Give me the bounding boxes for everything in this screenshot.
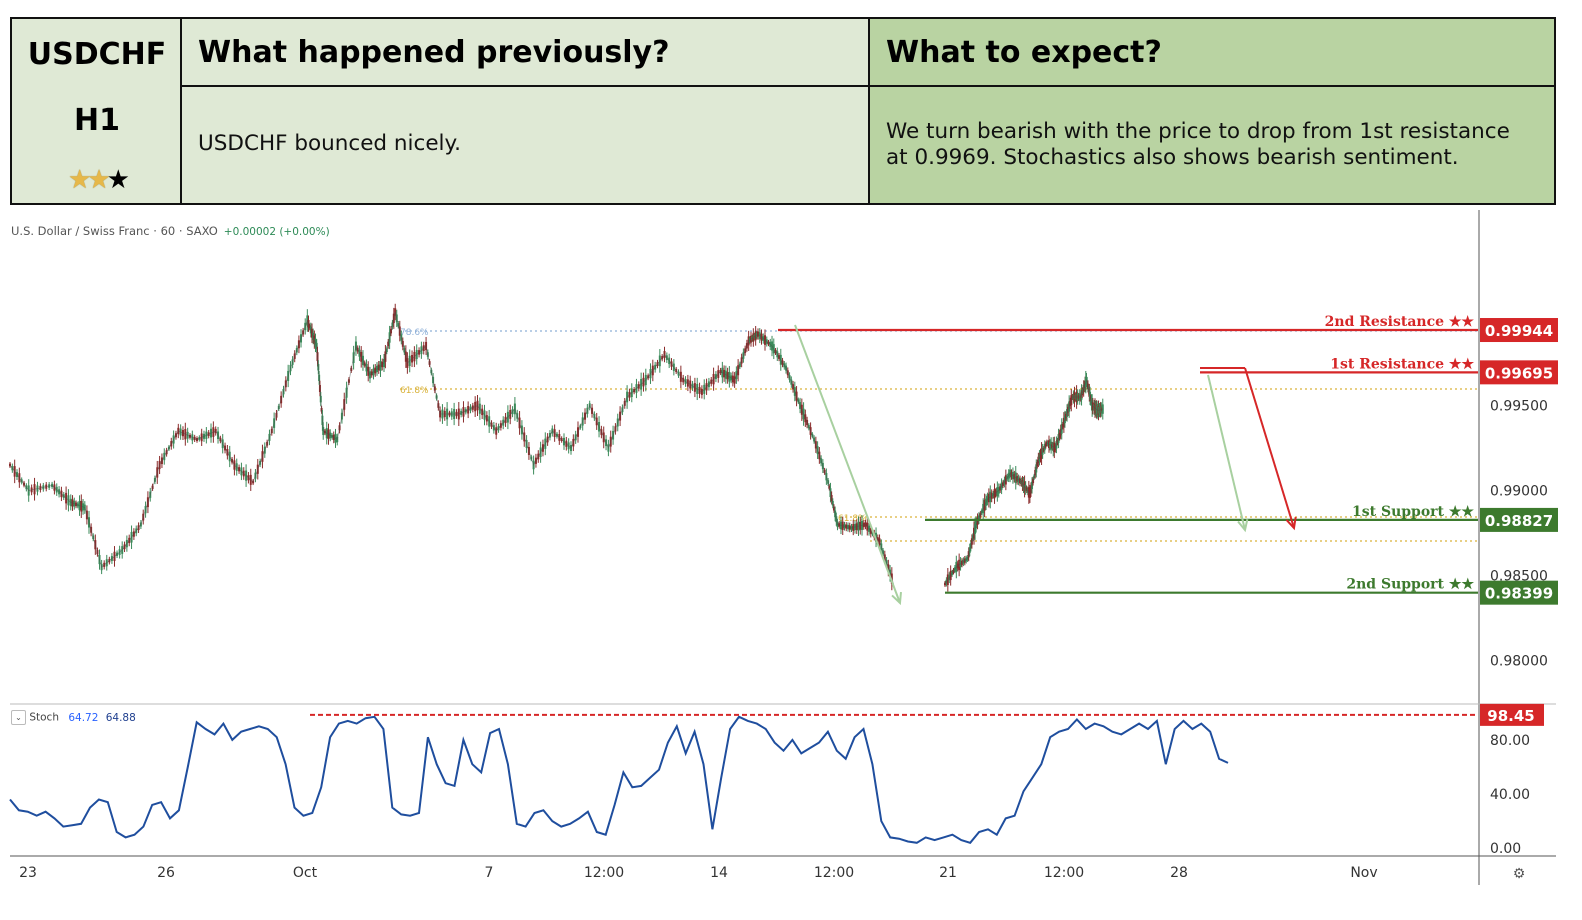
time-tick-label: Nov [1350, 865, 1377, 881]
previous-text: USDCHF bounced nicely. [198, 131, 462, 156]
time-tick-label: 26 [157, 865, 175, 881]
chart-legend-info: U.S. Dollar / Swiss Franc · 60 · SAXO +0.… [11, 224, 330, 238]
expect-text-line1: We turn bearish with the price to drop f… [886, 119, 1510, 144]
arrow-head [1237, 519, 1249, 533]
level-name-label: 1st Resistance ★★ [1330, 356, 1474, 372]
time-tick-label: 7 [485, 865, 494, 881]
previous-title: What happened previously? [198, 35, 670, 70]
stoch-line [9, 715, 1229, 844]
expect-header-cell: What to expect? [870, 19, 1554, 87]
arrow-head [1285, 516, 1297, 531]
price-tick-label: 0.99500 [1490, 399, 1548, 415]
time-tick-label: 12:00 [584, 865, 624, 881]
fib-618-lower-label: 61.8% [838, 514, 867, 524]
candles-part1 [9, 303, 893, 591]
star-empty-icon: ★ [106, 165, 130, 195]
settings-gear-icon: ⚙ [1513, 866, 1526, 882]
level-price-label: 0.98827 [1485, 512, 1553, 530]
price-line-1 [9, 311, 894, 585]
previous-header-cell: What happened previously? [182, 19, 870, 87]
level-name-label: 1st Support ★★ [1352, 504, 1474, 520]
time-tick-label: 23 [19, 865, 37, 881]
stoch-legend: ⌄ Stoch 64.72 64.88 [11, 710, 136, 725]
stoch-label: Stoch [29, 711, 59, 724]
level-price-tag [1480, 580, 1558, 605]
projection-arrow-green-2 [1207, 374, 1249, 533]
star-filled-icon: ★ [87, 165, 110, 195]
price-change: +0.00002 (+0.00%) [223, 226, 330, 238]
arrow-shaft [794, 324, 901, 604]
projection-arrow-green-1 [794, 324, 902, 606]
stoch-d-value: 64.88 [105, 711, 136, 724]
time-tick-label: 28 [1170, 865, 1188, 881]
level-price-label: 0.98399 [1485, 585, 1553, 603]
star-filled-icon: ★ [68, 165, 91, 195]
time-tick-label: 21 [939, 865, 957, 881]
level-price-label: 0.99944 [1485, 322, 1553, 340]
arrow-head [891, 591, 902, 606]
stoch-tick-label: 40.00 [1490, 787, 1530, 803]
price-line-2 [944, 378, 1104, 585]
symbol-cell: USDCHF H1 ★★★ [12, 19, 182, 203]
arrow-shaft [1244, 367, 1295, 529]
expect-title: What to expect? [886, 35, 1162, 70]
time-tick-label: 12:00 [814, 865, 854, 881]
timeframe-label: H1 [74, 103, 120, 138]
time-tick-label: Oct [293, 865, 318, 881]
level-price-label: 0.99695 [1485, 364, 1553, 382]
projection-arrow-red [1244, 367, 1297, 531]
stoch-level-tag [1480, 703, 1544, 726]
level-name-label: 2nd Support ★★ [1346, 577, 1474, 593]
collapse-chevron-icon[interactable]: ⌄ [11, 710, 26, 725]
price-tick-label: 0.99000 [1490, 484, 1548, 500]
level-price-tag [1480, 318, 1558, 343]
symbol-name: USDCHF [27, 37, 167, 72]
rating-stars: ★★★ [12, 165, 182, 195]
previous-body-cell: USDCHF bounced nicely. [182, 87, 870, 203]
level-price-tag [1480, 360, 1558, 385]
level-price-tag [1480, 507, 1558, 532]
fib-618-label: 61.8% [400, 386, 429, 396]
fib-786-label: 78.6% [400, 328, 429, 338]
stoch-tick-label: 0.00 [1490, 841, 1521, 857]
time-tick-label: 14 [710, 865, 728, 881]
stoch-k-value: 64.72 [68, 711, 99, 724]
level-name-label: 2nd Resistance ★★ [1325, 314, 1475, 330]
arrow-shaft [1207, 374, 1246, 531]
stoch-tick-label: 80.00 [1490, 733, 1530, 749]
stoch-level-label: 98.45 [1487, 707, 1534, 725]
price-tick-label: 0.98000 [1490, 654, 1548, 670]
time-tick-label: 12:00 [1044, 865, 1084, 881]
expect-body-cell: We turn bearish with the price to drop f… [870, 87, 1554, 203]
instrument-label: U.S. Dollar / Swiss Franc · 60 · SAXO [11, 224, 218, 238]
price-tick-label: 0.98500 [1490, 569, 1548, 585]
analysis-header-table: USDCHF H1 ★★★ What happened previously? … [10, 17, 1556, 205]
expect-text-line2: at 0.9969. Stochastics also shows bearis… [886, 145, 1459, 170]
